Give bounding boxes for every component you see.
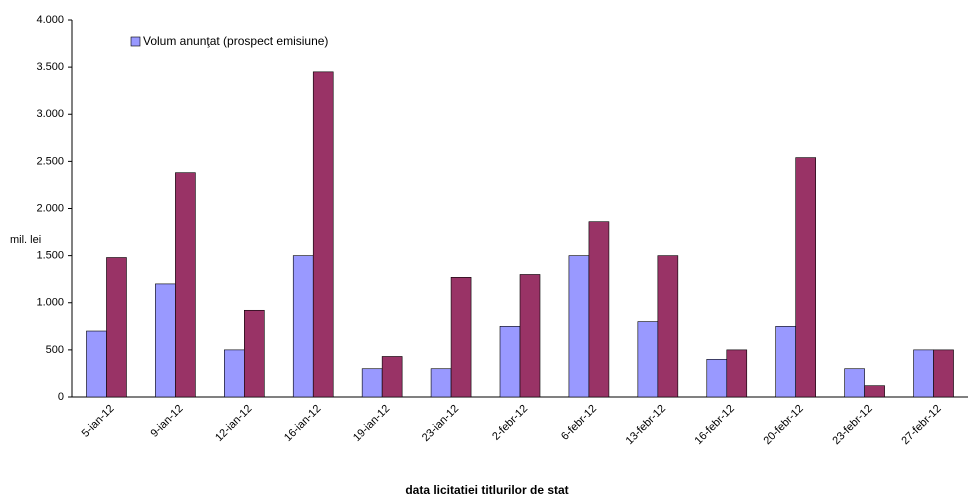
bar — [864, 385, 885, 398]
x-tick-label: 5-ian-12 — [80, 403, 117, 440]
legend-swatch — [130, 36, 141, 47]
y-tick-label: 4.000 — [36, 14, 64, 26]
y-tick-label: 2.500 — [36, 155, 64, 167]
bar — [933, 349, 954, 398]
bar — [86, 330, 107, 398]
x-tick-label: 27-febr-12 — [899, 403, 943, 447]
bar — [106, 257, 127, 398]
y-tick-label: 1.000 — [36, 297, 64, 309]
x-tick-label: 9-ian-12 — [149, 403, 186, 440]
bar — [913, 349, 934, 398]
bar — [588, 221, 610, 398]
x-tick-label: 6-febr-12 — [559, 403, 599, 443]
y-tick-label: 2.000 — [36, 202, 64, 214]
x-tick-label: 2-febr-12 — [490, 403, 530, 443]
x-tick-label: 23-ian-12 — [420, 403, 461, 444]
y-tick-label: 0 — [58, 391, 64, 403]
x-tick-label: 12-ian-12 — [213, 403, 254, 444]
x-tick-label: 16-ian-12 — [282, 403, 323, 444]
x-tick-label: 20-febr-12 — [761, 403, 805, 447]
bar — [568, 255, 590, 398]
bar — [430, 368, 452, 398]
bar — [175, 172, 196, 398]
bar — [224, 349, 245, 398]
y-tick-label: 3.500 — [36, 61, 64, 73]
x-tick-label: 23-febr-12 — [830, 403, 874, 447]
bar — [312, 71, 334, 398]
x-tick-label: 16-febr-12 — [693, 403, 737, 447]
bar — [775, 326, 796, 398]
y-tick-label: 3.000 — [36, 108, 64, 120]
bar — [706, 358, 728, 398]
y-tick-label: 500 — [46, 344, 64, 356]
x-tick-label: 13-febr-12 — [624, 403, 668, 447]
x-axis-label: data licitatiei titlurilor de stat — [405, 483, 568, 497]
bar — [292, 255, 314, 398]
bar — [726, 349, 748, 398]
bar — [519, 274, 541, 398]
bar — [244, 309, 265, 398]
bar — [450, 277, 472, 398]
x-tick-label: 19-ian-12 — [351, 403, 392, 444]
bar — [795, 157, 816, 398]
y-tick-label: 1.500 — [36, 250, 64, 262]
legend-label: Volum anunţat (prospect emisiune) — [143, 34, 328, 48]
bar — [361, 368, 383, 398]
y-axis-label: mil. lei — [10, 234, 41, 246]
bar — [657, 255, 679, 398]
bar — [381, 356, 403, 398]
bar — [637, 321, 659, 398]
bar — [844, 368, 865, 398]
bar — [499, 326, 521, 398]
bar — [155, 283, 176, 398]
